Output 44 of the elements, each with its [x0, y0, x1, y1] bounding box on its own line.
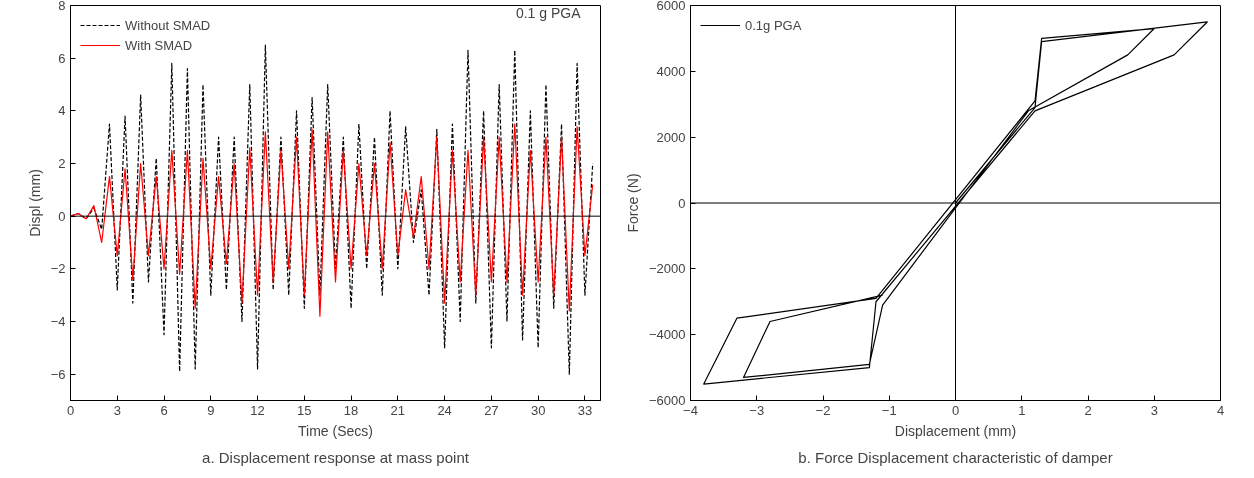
text: b. Force Displacement characteristic of damper: [798, 448, 1113, 466]
y-tick-label: −4000: [648, 327, 686, 343]
x-tick-label: 3: [113, 402, 121, 418]
y-tick-label: 4: [58, 103, 66, 119]
annotation: 0.1 g PGA: [515, 4, 582, 21]
y-tick-label: −6000: [648, 393, 686, 408]
x-axis-title: Displacement (mm): [894, 422, 1017, 439]
y-axis-title: Displ (mm): [26, 169, 43, 237]
x-tick-label: 2: [1084, 402, 1092, 418]
y-tick-label: 6: [58, 50, 66, 66]
x-tick-label: 6: [160, 402, 168, 418]
legend-label: 0.1g PGA: [745, 17, 802, 33]
x-tick-label: 1: [1018, 402, 1026, 418]
y-tick-label: −2: [50, 261, 66, 277]
x-tick-label: 30: [530, 402, 546, 418]
x-tick-label: 18: [343, 402, 359, 418]
y-tick-label: 0: [58, 208, 66, 224]
x-tick-label: 24: [437, 402, 452, 418]
x-tick-label: 33: [577, 402, 593, 418]
x-axis-title: Time (Secs): [298, 422, 373, 439]
x-tick-label: −1: [881, 402, 897, 418]
y-tick-label: 4000: [656, 63, 686, 79]
x-tick-label: 15: [297, 402, 312, 418]
y-tick-label: 2000: [656, 129, 686, 145]
y-tick-label: 2: [58, 156, 66, 171]
x-tick-label: 4: [1216, 402, 1225, 418]
y-tick-label: 8: [58, 0, 66, 13]
legend-label: With SMAD: [125, 37, 193, 53]
x-tick-label: 27: [484, 402, 499, 418]
x-tick-label: 0: [951, 402, 960, 418]
x-tick-label: 12: [250, 402, 265, 418]
y-tick-label: −2000: [648, 261, 686, 277]
text: a. Displacement response at mass point: [202, 448, 470, 466]
y-tick-label: 6000: [656, 0, 686, 13]
x-tick-label: 21: [390, 402, 406, 418]
y-tick-label: −6: [50, 366, 66, 382]
y-tick-label: −4: [50, 314, 66, 329]
x-tick-label: −2: [815, 402, 831, 418]
x-tick-label: −3: [749, 402, 765, 418]
y-tick-label: 0: [678, 195, 686, 211]
legend-label: Without SMAD: [125, 17, 211, 33]
x-tick-label: 9: [207, 402, 215, 418]
x-tick-label: 3: [1150, 402, 1158, 418]
y-axis-title: Force (N): [624, 173, 641, 233]
